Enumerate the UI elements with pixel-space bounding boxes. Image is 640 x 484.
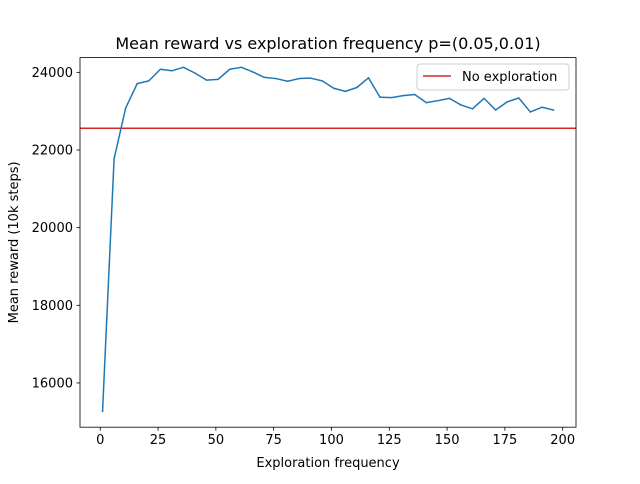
- data-point: [194, 72, 196, 74]
- plot-data-layer: [80, 66, 576, 413]
- data-point: [321, 80, 323, 82]
- data-point: [379, 96, 381, 98]
- x-tick-label: 75: [265, 433, 282, 448]
- data-point: [460, 104, 462, 106]
- data-point: [448, 97, 451, 100]
- data-point: [136, 82, 138, 85]
- data-point: [217, 78, 219, 81]
- data-point: [148, 80, 150, 82]
- series-line-0: [101, 66, 555, 413]
- y-tick-label: 18000: [32, 299, 73, 314]
- data-point: [471, 108, 474, 110]
- data-point: [344, 90, 347, 93]
- data-point: [228, 68, 231, 70]
- x-tick-label: 0: [96, 433, 104, 448]
- y-tick-label: 16000: [32, 376, 73, 391]
- y-tick-label: 20000: [32, 221, 73, 236]
- x-axis-label: Exploration frequency: [256, 456, 400, 471]
- x-tick-label: 175: [492, 433, 517, 448]
- data-point: [240, 66, 243, 69]
- data-point: [252, 71, 254, 73]
- data-point: [286, 80, 289, 83]
- x-tick-label: 25: [150, 433, 167, 448]
- y-tick-label: 24000: [32, 66, 73, 81]
- data-point: [113, 157, 115, 160]
- data-point: [437, 99, 439, 102]
- data-point: [483, 97, 485, 100]
- data-point: [333, 87, 335, 90]
- x-axis: 0 25 50 75 100 125 150 175 200: [96, 427, 575, 448]
- chart-title: Mean reward vs exploration frequency p=(…: [115, 34, 540, 53]
- data-point: [413, 93, 416, 96]
- data-point: [298, 77, 300, 80]
- data-point: [552, 109, 555, 111]
- x-tick-label: 150: [435, 433, 460, 448]
- data-point: [275, 77, 277, 80]
- data-point: [390, 96, 393, 99]
- data-point: [205, 79, 208, 81]
- data-point: [356, 86, 358, 89]
- legend: No exploration: [416, 63, 570, 91]
- data-point: [159, 68, 162, 70]
- x-tick-label: 125: [377, 433, 402, 448]
- y-tick-label: 22000: [32, 144, 73, 159]
- data-point: [124, 107, 127, 109]
- data-point: [367, 77, 370, 79]
- data-point: [101, 410, 104, 413]
- data-point: [402, 94, 404, 97]
- data-point: [494, 109, 497, 111]
- data-point: [541, 106, 543, 109]
- x-tick-label: 100: [319, 433, 344, 448]
- data-point: [425, 101, 428, 104]
- data-point: [182, 66, 185, 69]
- y-axis: 16000 18000 20000 22000 24000: [32, 66, 80, 391]
- data-point: [263, 76, 266, 79]
- y-axis-label: Mean reward (10k steps): [7, 161, 22, 323]
- data-point: [529, 111, 532, 113]
- x-tick-label: 200: [550, 433, 575, 448]
- x-tick-label: 50: [208, 433, 225, 448]
- legend-label-no-exploration: No exploration: [462, 70, 557, 85]
- data-point: [518, 97, 520, 99]
- data-point: [171, 70, 173, 72]
- legend-frame: [416, 63, 570, 91]
- plot-frame: [79, 57, 577, 428]
- data-point: [309, 77, 312, 79]
- data-point: [506, 101, 508, 103]
